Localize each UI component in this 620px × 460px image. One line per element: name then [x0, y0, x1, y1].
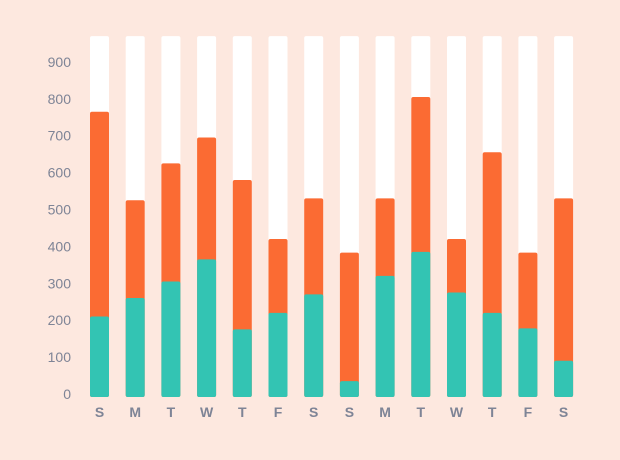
- x-tick-label: T: [417, 404, 426, 420]
- bar-segment-bottom: [518, 328, 538, 397]
- bar-segment-bottom: [268, 312, 288, 397]
- bar-stack: [268, 36, 288, 397]
- bar-stack: [125, 36, 145, 397]
- bar-segment-bottom: [554, 360, 574, 397]
- x-tick-label: S: [95, 404, 104, 420]
- x-tick-label: M: [129, 404, 141, 420]
- y-tick-label: 700: [48, 128, 72, 144]
- bar-stack: [339, 36, 359, 397]
- x-tick-label: F: [524, 404, 533, 420]
- y-tick-label: 200: [48, 312, 72, 328]
- y-tick-label: 500: [48, 202, 72, 218]
- x-tick-label: F: [274, 404, 283, 420]
- y-axis: 0 100 200 300 400 500 600 700 800 900: [48, 54, 72, 402]
- x-tick-label: T: [167, 404, 176, 420]
- bar-segment-bottom: [482, 312, 502, 397]
- bar-segment-bottom: [161, 281, 181, 397]
- bar-stack: [554, 36, 574, 397]
- bar-segment-top: [339, 252, 359, 397]
- bar-segment-bottom: [90, 316, 109, 397]
- bars-group: [90, 36, 574, 398]
- bar-segment-bottom: [447, 292, 466, 397]
- bar-stack: [518, 36, 538, 397]
- bar-segment-bottom: [125, 298, 145, 397]
- y-tick-label: 100: [48, 349, 72, 365]
- bar-segment-bottom: [375, 275, 395, 397]
- y-tick-label: 900: [48, 54, 72, 70]
- bar-stack: [304, 36, 324, 397]
- bar-segment-bottom: [304, 294, 324, 397]
- bar-stack: [161, 36, 181, 397]
- x-tick-label: T: [488, 404, 497, 420]
- bar-stack: [482, 36, 502, 397]
- x-tick-label: S: [345, 404, 354, 420]
- bar-stack: [197, 36, 217, 398]
- x-tick-label: M: [379, 404, 391, 420]
- x-tick-label: S: [309, 404, 318, 420]
- bar-segment-top: [554, 198, 574, 397]
- y-tick-label: 400: [48, 238, 72, 254]
- bar-stack: [232, 36, 252, 397]
- bar-segment-bottom: [197, 259, 217, 397]
- bar-segment-bottom: [339, 381, 359, 397]
- bar-segment-bottom: [411, 251, 431, 397]
- bar-stack: [411, 36, 431, 397]
- y-tick-label: 600: [48, 165, 72, 181]
- x-tick-label: W: [450, 404, 464, 420]
- y-tick-label: 800: [48, 91, 72, 107]
- bar-stack: [90, 36, 109, 397]
- bar-segment-bottom: [232, 329, 252, 397]
- y-tick-label: 0: [63, 386, 71, 402]
- x-tick-label: T: [238, 404, 247, 420]
- x-tick-label: W: [200, 404, 214, 420]
- bar-stack: [447, 36, 466, 397]
- y-tick-label: 300: [48, 275, 72, 291]
- x-tick-label: S: [559, 404, 568, 420]
- bar-stack: [375, 36, 395, 397]
